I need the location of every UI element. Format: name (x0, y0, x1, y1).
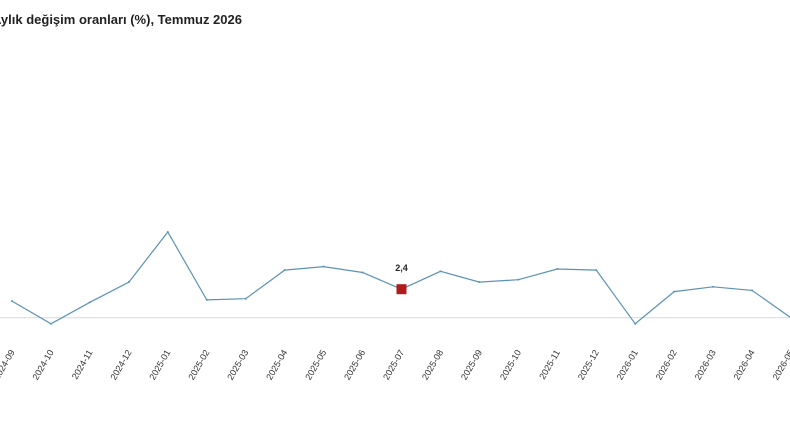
data-point[interactable] (127, 281, 130, 284)
chart-title: Aylık değişim oranları (%), Temmuz 2026 (0, 12, 242, 27)
data-point[interactable] (283, 269, 286, 272)
x-tick-label: 2024-11 (70, 348, 95, 381)
x-tick-label: 2025-11 (537, 348, 562, 381)
data-point[interactable] (595, 269, 598, 272)
x-tick-label: 2026-03 (693, 348, 718, 382)
data-point[interactable] (361, 271, 364, 274)
data-point[interactable] (751, 289, 754, 292)
x-tick-label: 2024-09 (0, 348, 17, 382)
data-point[interactable] (205, 298, 208, 301)
x-tick-label: 2024-10 (31, 348, 56, 382)
x-tick-label: 2025-01 (147, 348, 172, 382)
x-tick-label: 2026-02 (654, 348, 679, 382)
x-tick-label: 2026-05 (771, 348, 790, 382)
x-tick-label: 2025-12 (576, 348, 601, 382)
data-point[interactable] (11, 300, 13, 303)
highlight-marker[interactable] (396, 284, 407, 295)
x-tick-label: 2025-03 (225, 348, 250, 382)
x-tick-label: 2026-04 (732, 348, 757, 382)
x-tick-label: 2024-12 (108, 348, 133, 382)
data-point[interactable] (634, 322, 637, 325)
x-tick-label: 2025-08 (420, 348, 445, 382)
data-point[interactable] (244, 297, 247, 300)
x-tick-label: 2026-01 (615, 348, 640, 382)
data-point[interactable] (322, 265, 325, 268)
x-tick-label: 2025-10 (498, 348, 523, 382)
data-point[interactable] (49, 322, 52, 325)
x-tick-label: 2025-05 (303, 348, 328, 382)
x-tick-label: 2025-04 (264, 348, 289, 382)
data-label: 2,4 (395, 263, 408, 273)
data-point[interactable] (166, 231, 169, 234)
x-tick-label: 2025-09 (459, 348, 484, 382)
data-point[interactable] (439, 270, 442, 273)
data-point[interactable] (478, 281, 481, 284)
series-line (11, 230, 790, 325)
x-tick-label: 2025-06 (342, 348, 367, 382)
data-point[interactable] (673, 290, 676, 293)
data-point[interactable] (88, 301, 91, 304)
data-point[interactable] (517, 278, 520, 281)
x-tick-label: 2025-07 (381, 348, 406, 382)
data-point[interactable] (556, 267, 559, 270)
x-tick-label: 2025-02 (186, 348, 211, 382)
data-point[interactable] (712, 285, 715, 288)
